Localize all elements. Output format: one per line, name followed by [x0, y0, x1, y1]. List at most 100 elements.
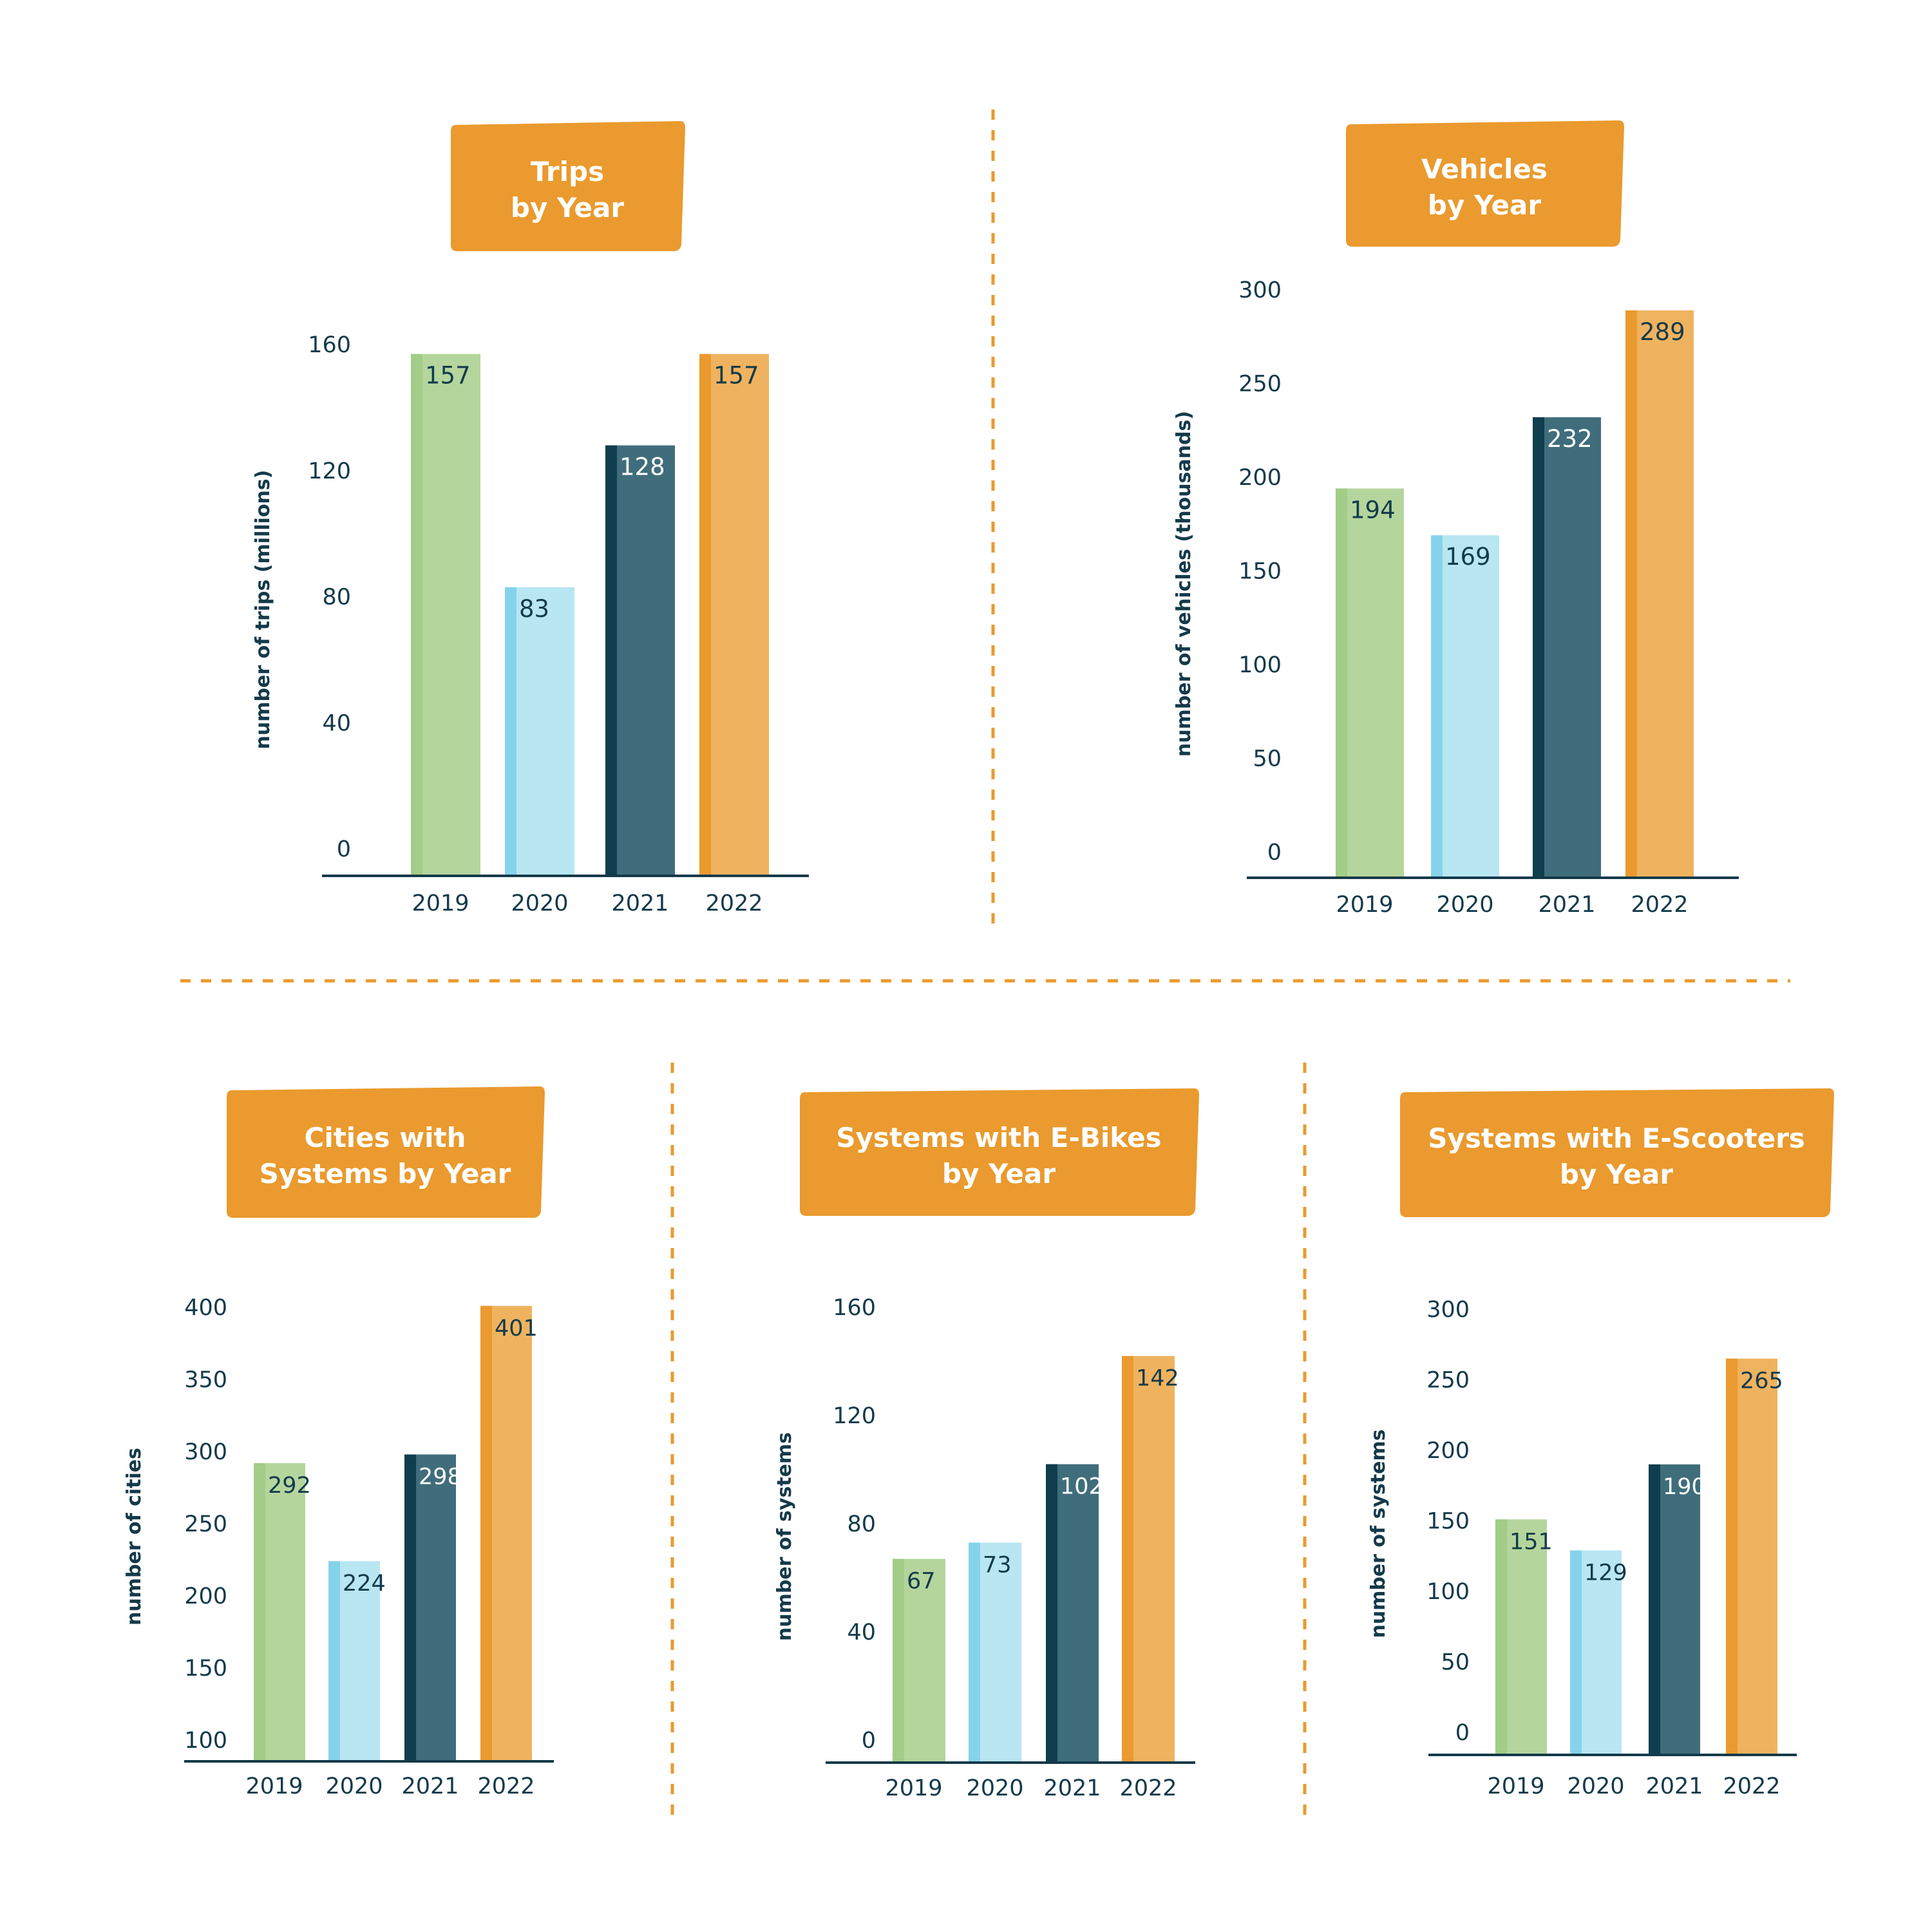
bar-value-label: 194 — [1350, 496, 1396, 524]
chart-4: Systems with E-Bikes by Year 0 40 80 120 160 nu… — [773, 1088, 1199, 1801]
y-tick-label: 250 — [1238, 372, 1282, 397]
y-tick-label: 80 — [847, 1511, 876, 1537]
y-tick-label: 350 — [184, 1367, 227, 1393]
x-tick-label: 2021 — [1645, 1774, 1703, 1799]
bar-value-label: 102 — [1060, 1474, 1103, 1500]
y-tick-label: 150 — [1238, 559, 1282, 585]
y-tick-label: 0 — [337, 837, 351, 862]
chart-title-line: Systems with E-Scooters — [1428, 1122, 1805, 1154]
chart-title: Cities with Systems by Year — [260, 1122, 511, 1189]
bar-value-label: 169 — [1445, 543, 1491, 571]
bar-value-label: 190 — [1663, 1474, 1706, 1500]
chart-title-badge — [800, 1088, 1199, 1216]
bar-edge-2020 — [969, 1542, 980, 1763]
y-tick-label: 40 — [847, 1620, 876, 1645]
x-tick-label: 2022 — [1631, 892, 1688, 918]
bar-value-label: 151 — [1510, 1529, 1553, 1555]
y-tick-label: 120 — [833, 1403, 876, 1429]
y-tick-label: 120 — [308, 459, 351, 484]
chart-title-line: Systems by Year — [260, 1158, 511, 1189]
chart-title: Systems with E-Scooters by Year — [1428, 1122, 1805, 1190]
x-tick-label: 2022 — [1119, 1776, 1177, 1801]
chart-title-line: by Year — [511, 192, 624, 223]
y-tick-label: 400 — [184, 1295, 227, 1321]
chart-title: Vehicles by Year — [1421, 153, 1548, 221]
x-tick-label: 2019 — [245, 1774, 303, 1799]
chart-title-badge — [451, 121, 685, 251]
bar-value-label: 265 — [1740, 1368, 1783, 1394]
y-tick-label: 0 — [862, 1728, 876, 1754]
charts: Trips by Year 0 40 80 120 160 number of trips (… — [123, 120, 1834, 1801]
bar-edge-2021 — [1046, 1464, 1057, 1763]
bar-value-label: 232 — [1547, 425, 1593, 453]
y-tick-label: 150 — [1426, 1509, 1470, 1535]
chart-title-line: Cities with — [305, 1122, 466, 1153]
y-axis-label: number of trips (millions) — [252, 470, 274, 750]
y-axis-label: number of systems — [773, 1432, 796, 1641]
chart-3: Cities with Systems by Year 100 150 200 250 30… — [123, 1086, 554, 1799]
y-tick-label: 100 — [184, 1728, 227, 1754]
bar-edge-2019 — [1495, 1519, 1507, 1755]
y-tick-label: 160 — [833, 1295, 876, 1321]
y-tick-label: 250 — [1426, 1368, 1470, 1394]
bar-edge-2020 — [505, 587, 516, 876]
chart-title-line: Vehicles — [1421, 153, 1548, 185]
bar-edge-2019 — [893, 1558, 904, 1763]
y-tick-label: 0 — [1267, 840, 1282, 866]
bar-edge-2022 — [1726, 1358, 1738, 1755]
x-tick-label: 2021 — [611, 891, 668, 916]
y-tick-label: 0 — [1455, 1720, 1470, 1746]
bar-edge-2021 — [404, 1454, 416, 1761]
y-axis-label: number of vehicles (thousands) — [1173, 411, 1195, 757]
bar-edge-2022 — [1122, 1356, 1133, 1763]
x-tick-label: 2020 — [1436, 892, 1493, 918]
x-tick-label: 2019 — [1487, 1774, 1544, 1799]
x-tick-label: 2020 — [511, 891, 568, 916]
bar-value-label: 67 — [907, 1569, 936, 1595]
x-tick-label: 2019 — [885, 1776, 942, 1801]
y-tick-label: 100 — [1238, 652, 1282, 678]
bar-value-label: 73 — [983, 1552, 1012, 1578]
bar-value-label: 157 — [425, 362, 471, 390]
x-tick-label: 2020 — [966, 1776, 1023, 1801]
bar-edge-2021 — [1533, 417, 1544, 878]
bar-value-label: 157 — [714, 362, 759, 390]
y-tick-label: 40 — [322, 710, 351, 736]
chart-title: Systems with E-Bikes by Year — [836, 1122, 1161, 1189]
y-tick-label: 300 — [1426, 1297, 1470, 1323]
y-tick-label: 200 — [1238, 465, 1282, 491]
bar-edge-2020 — [1570, 1550, 1582, 1755]
chart-title-badge — [1400, 1088, 1834, 1217]
bar-value-label: 292 — [268, 1473, 311, 1499]
chart-title-line: Systems with E-Bikes — [836, 1122, 1161, 1153]
y-tick-label: 200 — [1426, 1438, 1470, 1464]
chart-title-line: by Year — [942, 1158, 1056, 1189]
dividers — [180, 109, 1790, 1823]
x-tick-label: 2022 — [1723, 1774, 1780, 1799]
x-tick-label: 2020 — [325, 1774, 383, 1799]
bar-value-label: 83 — [519, 595, 549, 623]
bar-edge-2019 — [411, 354, 422, 876]
x-tick-label: 2021 — [1538, 892, 1595, 918]
chart-title: Trips by Year — [511, 156, 624, 223]
chart-title-line: Trips — [531, 156, 604, 187]
bar-edge-2019 — [254, 1463, 265, 1761]
x-tick-label: 2020 — [1567, 1774, 1624, 1799]
bar-value-label: 142 — [1136, 1366, 1179, 1392]
y-tick-label: 50 — [1253, 746, 1282, 772]
y-tick-label: 250 — [184, 1511, 227, 1537]
bar-value-label: 289 — [1640, 318, 1685, 346]
bar-edge-2020 — [1431, 535, 1443, 878]
y-axis-label: number of systems — [1367, 1429, 1390, 1638]
x-tick-label: 2019 — [1336, 892, 1393, 918]
chart-title-badge — [1346, 120, 1624, 247]
bar-value-label: 129 — [1584, 1560, 1627, 1586]
y-tick-label: 160 — [308, 332, 351, 358]
bar-value-label: 128 — [620, 453, 665, 481]
bar-edge-2022 — [699, 354, 711, 876]
bar-edge-2019 — [1336, 488, 1347, 878]
x-tick-label: 2022 — [477, 1774, 535, 1799]
chart-title-line: by Year — [1428, 189, 1541, 221]
y-tick-label: 300 — [1238, 278, 1282, 303]
